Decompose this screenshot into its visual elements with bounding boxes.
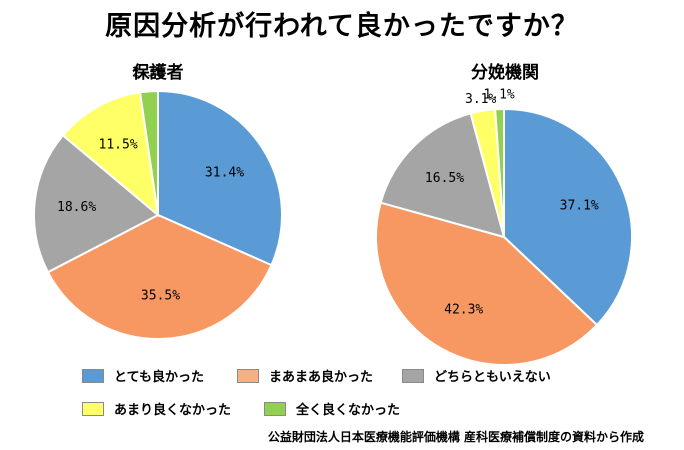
chart-title-guardians: 保護者: [132, 62, 184, 83]
legend-swatch-fairly-good: [237, 368, 259, 383]
pie-labels-guardians: 31.4% 35.5% 18.6% 11.5% 2.3%: [57, 66, 244, 304]
legend: とても良かった まあまあ良かった どちらともいえない あまり良くなかった 全く良…: [82, 366, 642, 426]
slice-label-fairly-good: 42.3%: [444, 302, 483, 317]
legend-label-not-very-good: あまり良くなかった: [114, 403, 232, 418]
legend-swatch-not-very-good: [82, 401, 104, 416]
legend-item-not-good-at-all: 全く良くなかった: [264, 399, 400, 418]
legend-swatch-neutral: [402, 368, 424, 383]
pie-slice-very-good: [503, 107, 633, 327]
slice-label-very-good: 37.1%: [560, 199, 599, 214]
pie-slices-delivery-institutions: [375, 107, 633, 366]
slice-label-fairly-good: 35.5%: [141, 288, 180, 303]
slice-label-not-good-at-all: 1.1%: [483, 88, 514, 103]
pie-labels-delivery-institutions: 37.1% 42.3% 16.5% 3.1% 1.1%: [425, 88, 599, 318]
page-title: 原因分析が行われて良かったですか？: [105, 11, 579, 42]
legend-item-neutral: どちらともいえない: [402, 366, 551, 385]
pie-slice-neutral: [379, 112, 506, 239]
legend-item-fairly-good: まあまあ良かった: [237, 366, 373, 385]
legend-swatch-not-good-at-all: [264, 401, 286, 416]
pie-slice-not-good-at-all: [138, 89, 159, 216]
slice-label-very-good: 31.4%: [205, 166, 244, 181]
legend-swatch-very-good: [82, 368, 104, 383]
pie-slice-not-very-good: [61, 91, 160, 218]
legend-label-fairly-good: まあまあ良かった: [269, 370, 374, 385]
pie-slice-not-good-at-all: [494, 107, 505, 238]
pie-slice-neutral: [33, 133, 160, 274]
pie-slice-fairly-good: [375, 201, 599, 366]
legend-label-neutral: どちらともいえない: [434, 370, 551, 385]
legend-item-very-good: とても良かった: [82, 366, 204, 385]
pie-slice-very-good: [157, 89, 283, 267]
legend-label-not-good-at-all: 全く良くなかった: [296, 403, 401, 418]
pie-slice-fairly-good: [46, 213, 273, 340]
slice-label-neutral: 16.5%: [425, 171, 464, 186]
slice-label-not-good-at-all: 2.3%: [132, 66, 163, 81]
legend-label-very-good: とても良かった: [114, 370, 204, 385]
pie-slices-guardians: [33, 89, 283, 340]
slice-label-not-very-good: 3.1%: [465, 92, 496, 107]
chart-title-delivery-institutions: 分娩機関: [471, 62, 539, 83]
source-note: 公益財団法人日本医療機能評価機構 産科医療補償制度の資料から作成: [267, 430, 644, 444]
slice-label-neutral: 18.6%: [57, 200, 96, 215]
legend-item-not-very-good: あまり良くなかった: [82, 399, 231, 418]
slice-label-not-very-good: 11.5%: [99, 138, 138, 153]
